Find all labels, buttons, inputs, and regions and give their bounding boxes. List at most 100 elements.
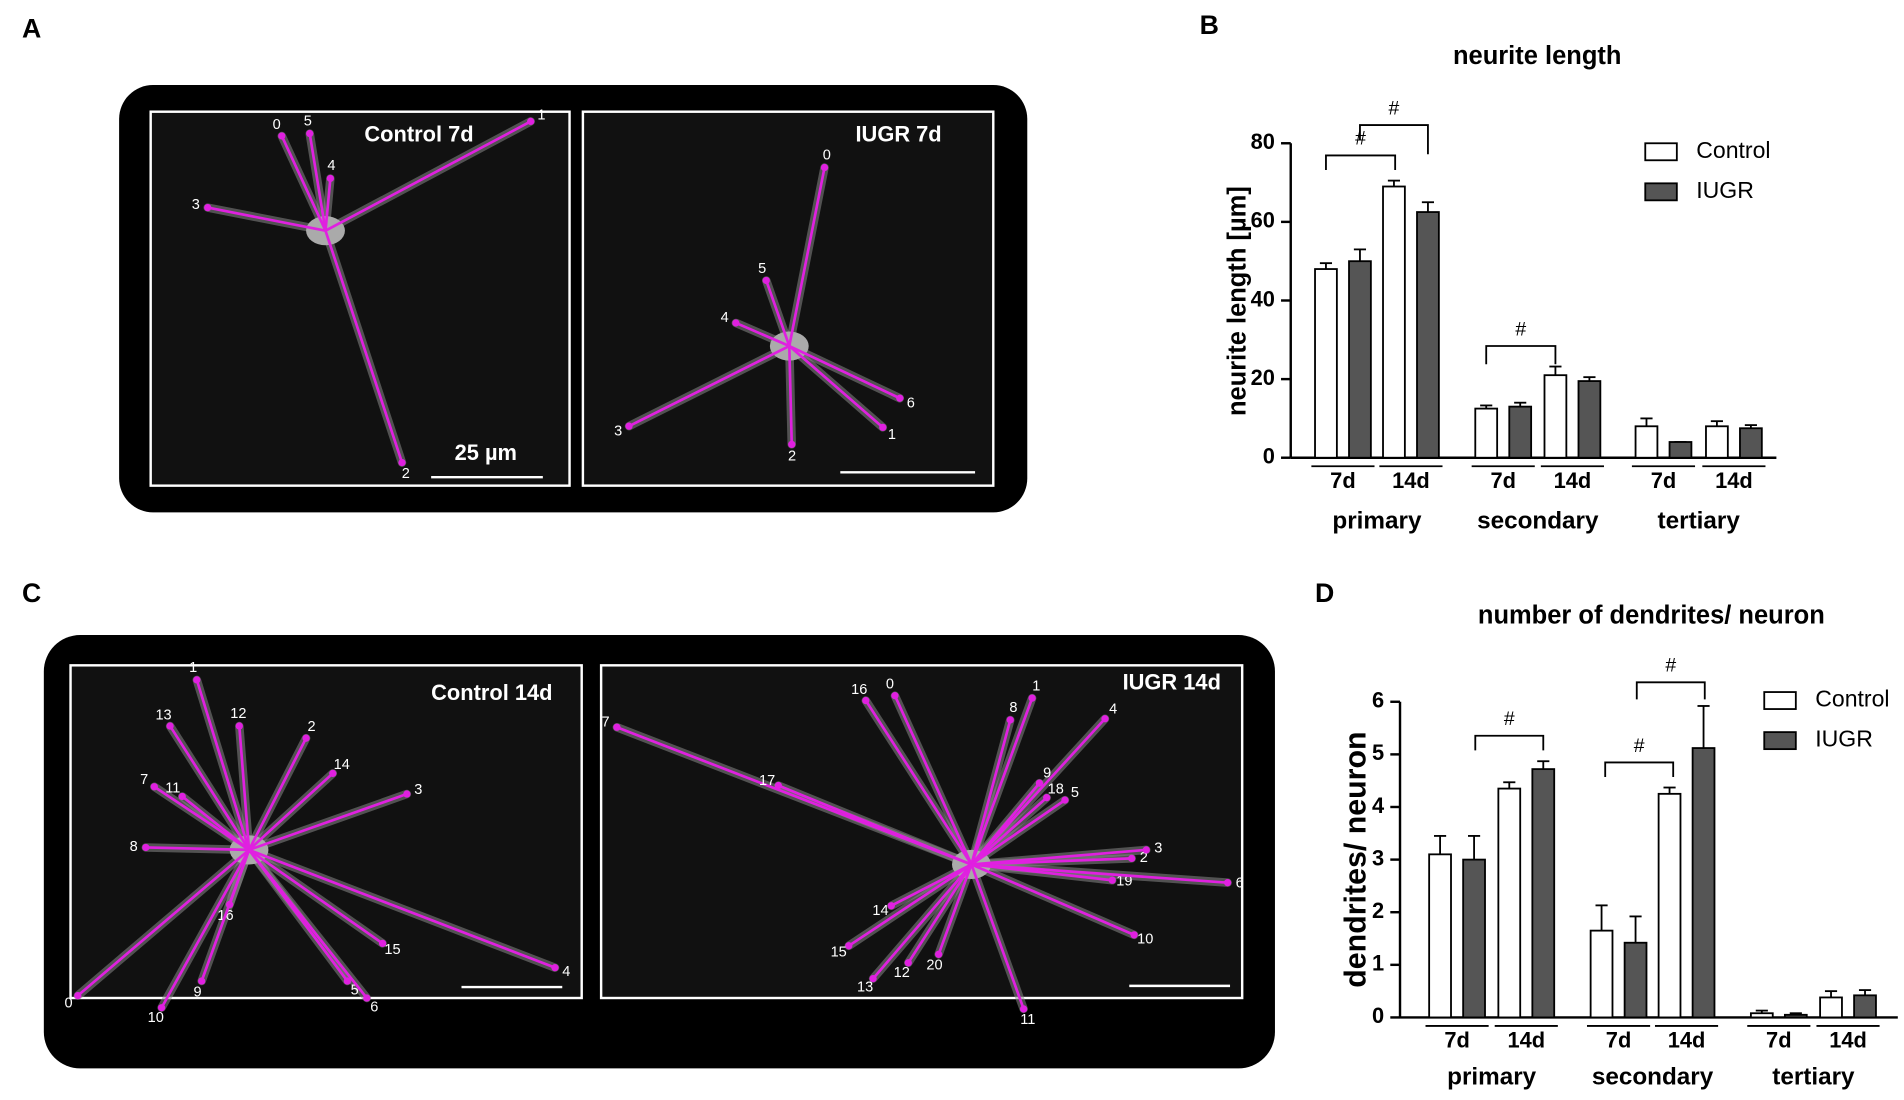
trace-node — [193, 676, 201, 684]
trace — [248, 848, 556, 969]
node-label: 3 — [192, 197, 200, 213]
trace — [937, 864, 973, 955]
node-label: 11 — [165, 781, 180, 797]
significance-mark: # — [1515, 318, 1526, 340]
trace-node — [613, 723, 621, 731]
trace — [308, 133, 327, 231]
bar — [1634, 425, 1659, 459]
y-tick-label: 1 — [1372, 951, 1384, 976]
x-tick-label: 7d — [1606, 1027, 1632, 1052]
node-label: 2 — [308, 719, 316, 735]
node-label: 15 — [831, 944, 847, 960]
trace — [628, 344, 790, 428]
node-label: 0 — [823, 147, 831, 163]
node-label: 13 — [155, 708, 171, 724]
trace-node — [302, 734, 310, 742]
y-axis-label: neurite length [µm] — [1223, 186, 1251, 416]
node-label: 1 — [537, 108, 545, 124]
node-label: 8 — [1009, 700, 1017, 716]
trace — [971, 863, 1228, 885]
group-label: tertiary — [1658, 507, 1741, 534]
trace — [970, 799, 1066, 866]
bar — [1474, 407, 1499, 459]
trace-node — [343, 977, 352, 985]
node-label: 19 — [1116, 873, 1132, 889]
trace — [970, 796, 1048, 866]
node-label: 5 — [1071, 785, 1079, 801]
trace-node — [157, 1004, 166, 1012]
trace-node — [869, 974, 877, 983]
trace — [893, 695, 973, 866]
trace-node — [1130, 931, 1138, 939]
node-label: 12 — [894, 965, 910, 981]
y-tick-label: 0 — [1263, 443, 1275, 468]
group-label: primary — [1332, 507, 1422, 534]
node-label: 1 — [189, 660, 197, 676]
image-label: IUGR 14d — [1123, 669, 1221, 694]
y-tick-label: 5 — [1372, 740, 1384, 765]
node-label: 6 — [1236, 875, 1244, 891]
trace-node — [150, 783, 158, 791]
significance-bracket — [1604, 761, 1675, 778]
trace-node — [1142, 846, 1150, 854]
trace-node — [398, 458, 406, 467]
trace-node — [762, 276, 770, 285]
trace-node — [235, 722, 243, 730]
trace-node — [862, 696, 870, 705]
node-label: 13 — [857, 980, 873, 996]
trace — [787, 167, 826, 347]
bar — [1531, 768, 1556, 1019]
x-tick-label: 7d — [1490, 468, 1516, 493]
bar — [1783, 1013, 1808, 1019]
significance-bracket — [1359, 124, 1429, 155]
trace-node — [904, 959, 912, 967]
trace — [890, 863, 973, 907]
trace — [195, 679, 251, 851]
image-label: Control 14d — [431, 680, 552, 705]
node-label: 6 — [907, 395, 915, 411]
legend-swatch — [1763, 691, 1797, 710]
y-tick-label: 60 — [1251, 208, 1275, 233]
x-tick-label: 14d — [1829, 1027, 1867, 1052]
trace — [280, 135, 327, 232]
trace-node — [1019, 1005, 1028, 1013]
trace-node — [879, 423, 887, 432]
bar — [1853, 994, 1877, 1019]
trace — [872, 863, 973, 980]
x-tick-label: 14d — [1554, 468, 1592, 493]
trace — [971, 848, 1147, 866]
bar — [1589, 929, 1614, 1019]
trace-node — [845, 942, 853, 950]
trace-node — [142, 843, 150, 852]
trace-node — [820, 163, 829, 172]
y-tick-label: 3 — [1372, 845, 1384, 870]
bar — [1497, 787, 1522, 1019]
trace — [324, 120, 532, 232]
bar — [1705, 425, 1729, 459]
node-label: 17 — [759, 773, 775, 789]
node-label: 16 — [851, 682, 867, 698]
significance-mark: # — [1665, 655, 1676, 677]
node-label: 4 — [1109, 702, 1117, 718]
node-label: 4 — [721, 310, 729, 326]
group-label: secondary — [1477, 507, 1599, 534]
y-tick-label: 40 — [1251, 286, 1275, 311]
trace — [324, 230, 404, 464]
node-label: 1 — [1032, 679, 1040, 695]
node-label: 9 — [193, 984, 201, 1000]
node-label: 11 — [1020, 1012, 1035, 1028]
node-label: 2 — [1140, 850, 1148, 866]
group-label: primary — [1447, 1064, 1537, 1091]
trace-node — [551, 964, 559, 972]
trace-node — [306, 129, 314, 138]
group-label: secondary — [1592, 1064, 1714, 1091]
bar — [1657, 792, 1682, 1019]
bar — [1314, 268, 1338, 459]
trace — [237, 725, 251, 850]
node-label: 18 — [1048, 781, 1064, 797]
trace — [864, 699, 973, 866]
node-label: 1 — [888, 427, 896, 443]
trace — [907, 863, 973, 964]
trace-node — [178, 792, 186, 801]
